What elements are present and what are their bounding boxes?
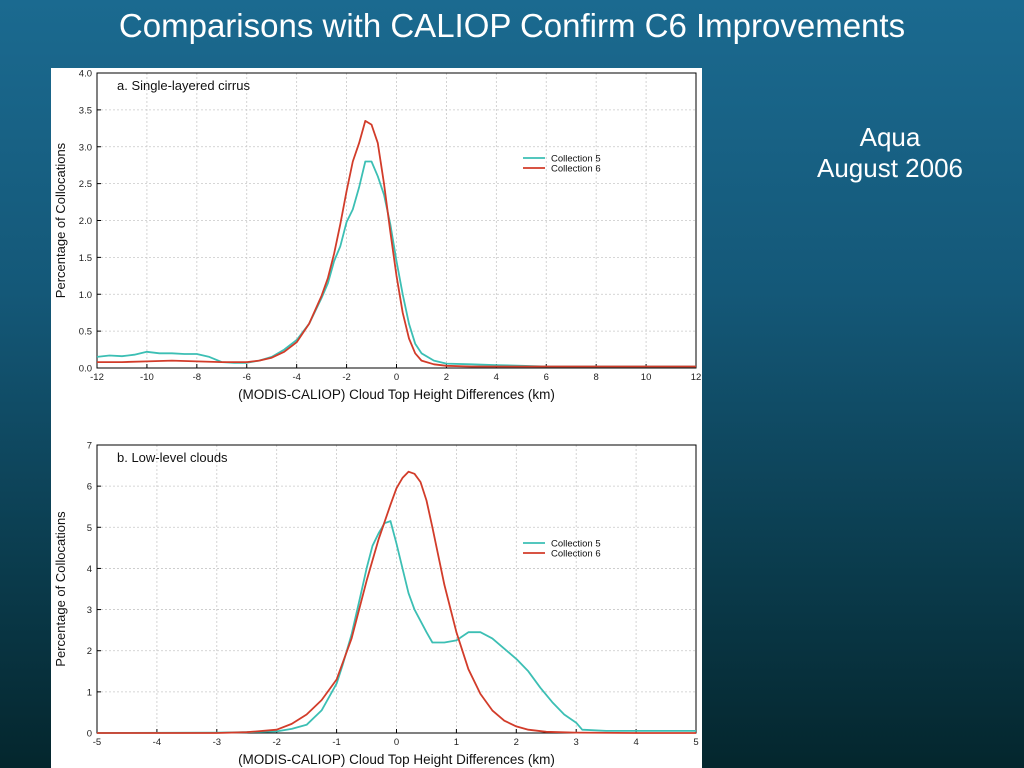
series-line-collection-6 (97, 120, 696, 368)
x-tick-label: -12 (90, 372, 104, 383)
y-tick-label: 4 (87, 564, 92, 575)
y-tick-label: 1.5 (79, 253, 92, 264)
series-line-collection-5 (96, 160, 696, 368)
x-tick-label: 12 (691, 372, 702, 383)
x-axis-label: (MODIS-CALIOP) Cloud Top Height Differen… (238, 752, 555, 767)
x-tick-label: -1 (332, 737, 340, 748)
legend-label: Collection 5 (551, 539, 601, 550)
x-tick-label: 8 (594, 372, 599, 383)
x-tick-label: 1 (454, 737, 459, 748)
y-axis-label: Percentage of Collocations (53, 511, 68, 667)
satellite-label: Aqua (859, 122, 921, 152)
slide-title: Comparisons with CALIOP Confirm C6 Impro… (118, 7, 906, 44)
y-tick-label: 6 (87, 482, 92, 493)
x-tick-label: -6 (243, 372, 251, 383)
x-tick-label: 5 (693, 737, 698, 748)
x-tick-label: 0 (394, 737, 399, 748)
y-tick-label: 0 (87, 729, 92, 740)
series-line-collection-6 (97, 470, 696, 734)
x-tick-label: 4 (633, 737, 638, 748)
x-tick-label: -4 (153, 737, 161, 748)
x-axis-label: (MODIS-CALIOP) Cloud Top Height Differen… (238, 387, 555, 402)
y-tick-label: 2 (87, 646, 92, 657)
y-tick-label: 2.5 (79, 179, 92, 190)
legend-label: Collection 6 (551, 164, 601, 175)
x-tick-label: 10 (641, 372, 652, 383)
x-tick-label: 4 (494, 372, 499, 383)
x-tick-label: -4 (292, 372, 300, 383)
legend-label: Collection 5 (551, 154, 601, 165)
y-tick-label: 1 (87, 687, 92, 698)
y-tick-label: 2.0 (79, 216, 92, 227)
y-tick-label: 0.5 (79, 327, 92, 338)
x-tick-label: -3 (213, 737, 221, 748)
chart-title: b. Low-level clouds (117, 450, 228, 465)
legend-label: Collection 6 (551, 549, 601, 560)
chart-a: -12 -10 -8 -6 -4 -2 0 2 4 6 8 10 12 0.0 0.5 1.0 1.5 2.0 2.… (53, 69, 701, 403)
y-tick-label: 7 (87, 441, 92, 452)
y-tick-label: 3.5 (79, 105, 92, 116)
series-line-collection-5 (96, 520, 696, 734)
x-tick-label: -5 (93, 737, 101, 748)
chart-title: a. Single-layered cirrus (117, 78, 250, 93)
x-tick-label: 6 (544, 372, 549, 383)
x-tick-label: -10 (140, 372, 154, 383)
chart-b: -5 -4 -3 -2 -1 0 1 2 3 4 5 0 1 2 3 4 5 6 7 (MODIS-CALIOP) C… (53, 441, 699, 768)
chart-figure: -12 -10 -8 -6 -4 -2 0 2 4 6 8 10 120.00.51.01.52.02.… (53, 69, 701, 768)
date-label: August 2006 (816, 153, 963, 183)
figure-panel: -12 -10 -8 -6 -4 -2 0 2 4 6 8 10 12 0.0 0.5 1.0 1.5 2.0 2.… (51, 68, 702, 768)
y-tick-label: 4.0 (79, 69, 92, 80)
x-tick-label: 2 (444, 372, 449, 383)
side-note: Aqua August 2006 (790, 122, 990, 184)
y-tick-label: 5 (87, 523, 92, 534)
x-tick-label: 0 (394, 372, 399, 383)
x-tick-label: 2 (514, 737, 519, 748)
y-axis-label: Percentage of Collocations (53, 142, 68, 298)
x-tick-label: -2 (272, 737, 280, 748)
y-tick-label: 3 (87, 605, 92, 616)
x-tick-label: -2 (342, 372, 350, 383)
y-tick-label: 0.0 (79, 364, 92, 375)
y-tick-label: 3.0 (79, 142, 92, 153)
y-tick-label: 1.0 (79, 290, 92, 301)
x-tick-label: 3 (574, 737, 579, 748)
x-tick-label: -8 (193, 372, 201, 383)
